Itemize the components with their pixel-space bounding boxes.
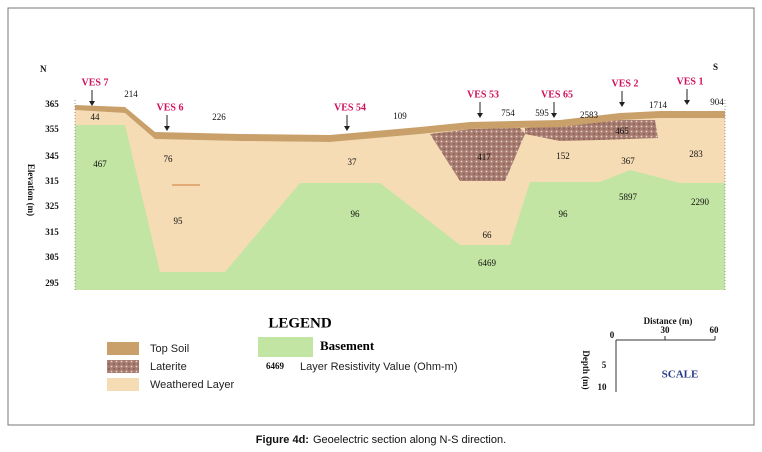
ves-arrowhead — [89, 101, 95, 106]
elevation-label: 295 — [45, 278, 59, 288]
resistivity-value: 754 — [501, 108, 515, 118]
elevation-label: 345 — [45, 151, 59, 161]
resistivity-value: 283 — [689, 149, 703, 159]
resistivity-value: 96 — [559, 209, 569, 219]
laterite — [430, 128, 525, 181]
legend-title: LEGEND — [268, 315, 332, 331]
resistivity-value: 109 — [393, 111, 407, 121]
legend-swatch-laterite — [107, 360, 139, 373]
scale-depth-tick: 10 — [598, 382, 608, 392]
scale-depth-tick: 5 — [602, 360, 607, 370]
resistivity-value: 5897 — [619, 192, 638, 202]
resistivity-value: 37 — [348, 157, 358, 167]
ves-label: VES 2 — [612, 78, 639, 89]
resistivity-value: 152 — [556, 151, 570, 161]
elevation-label: 315 — [45, 176, 59, 186]
caption: Figure 4d: Geoelectric section along N-S … — [256, 434, 506, 446]
ves-label: VES 1 — [677, 76, 704, 87]
resistivity-value: 214 — [124, 89, 138, 99]
north-label: N — [40, 64, 47, 74]
ves-arrowhead — [344, 126, 350, 131]
resistivity-value: 595 — [535, 108, 549, 118]
scale-distance-tick: 60 — [710, 325, 720, 335]
ves-arrowhead — [477, 113, 483, 118]
legend-swatch-weathered — [107, 378, 139, 391]
scale-distance-label: Distance (m) — [644, 316, 693, 326]
legend-item: Top Soil — [150, 343, 189, 355]
basement — [75, 125, 725, 290]
ves-label: VES 53 — [467, 89, 499, 100]
ves-label: VES 65 — [541, 89, 573, 100]
ves-label: VES 6 — [157, 102, 184, 113]
resistivity-value: 2290 — [691, 197, 710, 207]
scale-distance-tick: 30 — [661, 325, 671, 335]
scale-depth-label: Depth (m) — [581, 350, 591, 389]
top-soil — [75, 105, 725, 142]
caption-text: Geoelectric section along N-S direction. — [313, 434, 506, 446]
ves-label: VES 54 — [334, 102, 366, 113]
resistivity-value: 44 — [91, 112, 101, 122]
elevation-label: 355 — [45, 124, 59, 134]
legend-swatch-basement — [258, 337, 313, 357]
resistivity-value: 417 — [477, 152, 491, 162]
ves-arrowhead — [684, 100, 690, 105]
scale-distance-tick: 0 — [610, 330, 615, 340]
ves-arrowhead — [619, 102, 625, 107]
ves-arrowhead — [164, 126, 170, 131]
resistivity-value: 904 — [710, 97, 724, 107]
resistivity-value: 76 — [164, 154, 174, 164]
ves-label: VES 7 — [82, 77, 109, 88]
resistivity-value: 66 — [483, 230, 493, 240]
resistivity-value: 367 — [621, 156, 635, 166]
resistivity-value: 467 — [93, 159, 107, 169]
south-label: S — [713, 62, 718, 72]
scale-title: SCALE — [662, 369, 699, 381]
elevation-label: 325 — [45, 201, 59, 211]
elevation-label: 365 — [45, 99, 59, 109]
resistivity-value: 2583 — [580, 110, 599, 120]
legend-item: Weathered Layer — [150, 379, 235, 391]
elevation-label: 305 — [45, 252, 59, 262]
y-axis-label: Elevation (m) — [26, 164, 36, 216]
caption-label: Figure 4d: — [256, 434, 309, 446]
elevation-label: 315 — [45, 227, 59, 237]
ves-arrowhead — [551, 113, 557, 118]
legend-swatch-topsoil — [107, 342, 139, 355]
resistivity-value: 96 — [351, 209, 361, 219]
legend-item: Laterite — [150, 361, 187, 373]
resistivity-value: 226 — [212, 112, 226, 122]
legend-example-label: Layer Resistivity Value (Ohm-m) — [300, 361, 458, 373]
legend-item: Basement — [320, 338, 375, 353]
resistivity-value: 6469 — [478, 258, 497, 268]
resistivity-value: 95 — [174, 216, 184, 226]
legend-example-value: 6469 — [266, 361, 285, 371]
resistivity-value: 465 — [615, 126, 629, 136]
resistivity-value: 1714 — [649, 100, 668, 110]
